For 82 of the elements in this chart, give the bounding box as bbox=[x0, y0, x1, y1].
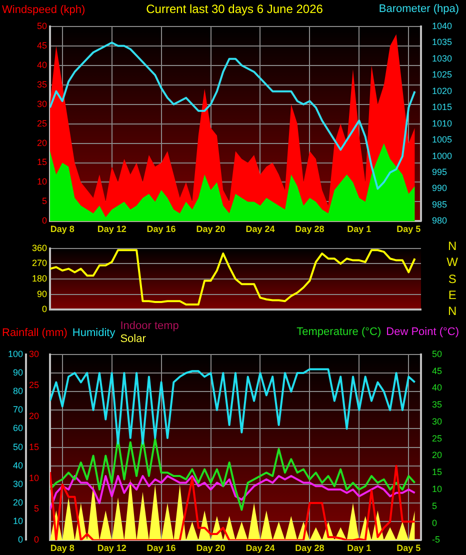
y-tick-label: 0 bbox=[42, 304, 47, 314]
y-tick-label: 70 bbox=[12, 404, 23, 415]
y-tick-label: 90 bbox=[36, 288, 47, 299]
y-tick-label: 40 bbox=[12, 460, 23, 470]
y-tick-label: 90 bbox=[12, 367, 23, 378]
y2-tick-label: -5 bbox=[432, 534, 440, 545]
y-tick-label: 180 bbox=[32, 273, 47, 284]
y2-tick-label: 1035 bbox=[432, 37, 452, 48]
y-tick-label: 100 bbox=[8, 348, 23, 359]
y2-tick-label: 35 bbox=[432, 400, 442, 410]
y-tick-label: 360 bbox=[32, 242, 47, 253]
y-tick-label: 50 bbox=[36, 20, 47, 31]
y2-tick-label: 5 bbox=[432, 500, 438, 511]
legend-label: Indoor temp bbox=[120, 320, 179, 332]
x-tick-label: Day 24 bbox=[246, 543, 275, 554]
text: Dew Point (°C) bbox=[386, 326, 459, 338]
y-tick-label: 270 bbox=[32, 258, 47, 268]
text: S bbox=[447, 272, 458, 286]
text: E bbox=[447, 288, 458, 302]
y2-tick-label: 1005 bbox=[432, 134, 452, 145]
y2-tick-label: 1000 bbox=[432, 150, 452, 161]
y2-tick-label: 1015 bbox=[432, 102, 452, 112]
y2-tick-label: 1020 bbox=[432, 86, 452, 96]
x-tick-label: Day 24 bbox=[246, 224, 275, 234]
x-tick-label: Day 5 bbox=[396, 543, 421, 554]
y-tick-label: 20 bbox=[12, 498, 23, 508]
y-tick-label: 5 bbox=[42, 196, 47, 206]
y-tick-label: 80 bbox=[12, 386, 23, 396]
x-tick-label: Day 1 bbox=[347, 224, 372, 234]
x-tick-label: Day 5 bbox=[396, 224, 421, 234]
y2-tick-label: 980 bbox=[432, 216, 448, 226]
x-tick-label: Day 16 bbox=[146, 224, 176, 234]
y-tick-label: 15 bbox=[36, 157, 47, 168]
x-tick-label: Day 8 bbox=[50, 224, 74, 234]
y-tick-label: 0 bbox=[18, 534, 23, 545]
x-tick-label: Day 20 bbox=[196, 543, 226, 554]
y-tick-label: 10 bbox=[12, 516, 23, 526]
y2-tick-label: 985 bbox=[432, 199, 448, 210]
y2-tick-label: 15 bbox=[432, 467, 442, 478]
x-tick-label: Day 28 bbox=[295, 224, 324, 234]
text: Temperature (°C) bbox=[296, 326, 382, 338]
y-tick-label: 30 bbox=[12, 478, 23, 489]
y-tick-label: 30 bbox=[36, 98, 47, 109]
x-tick-label: Day 28 bbox=[295, 543, 324, 554]
x-tick-label: Day 12 bbox=[97, 543, 126, 554]
y-tick-label: 40 bbox=[36, 60, 47, 70]
x-tick-label: Day 20 bbox=[196, 224, 226, 234]
y2-tick-label: 0 bbox=[432, 518, 438, 528]
text: Humidity bbox=[72, 326, 116, 338]
y2-tick-label: 40 bbox=[432, 382, 442, 393]
y2-tick-label: 1030 bbox=[432, 53, 452, 64]
y-tick-label: 20 bbox=[36, 138, 47, 148]
y2-tick-label: 1040 bbox=[432, 20, 452, 31]
y2-tick-label: 50 bbox=[432, 348, 442, 359]
y2-tick-label: 995 bbox=[432, 166, 448, 177]
text: Windspeed (kph) bbox=[2, 4, 86, 16]
y-tick-label: 50 bbox=[12, 442, 23, 452]
text: Solar bbox=[120, 333, 146, 345]
text: Barometer (hpa) bbox=[378, 3, 459, 15]
y2-tick-label: 1025 bbox=[432, 70, 452, 80]
y-tick-label: 45 bbox=[36, 40, 47, 50]
y2-tick-label: 1010 bbox=[432, 118, 452, 128]
y2-tick-label: 10 bbox=[432, 484, 442, 494]
x-tick-label: Day 8 bbox=[50, 543, 74, 554]
y2-tick-label: 20 bbox=[432, 450, 442, 460]
chart-title: Current last 30 days 6 June 2026 bbox=[146, 2, 323, 16]
y2-tick-label: 45 bbox=[432, 366, 442, 376]
x-tick-label: Day 1 bbox=[347, 543, 372, 554]
text: Rainfall (mm) bbox=[2, 326, 68, 338]
x-tick-label: Day 12 bbox=[97, 224, 126, 234]
text: N bbox=[447, 239, 458, 253]
y-tick-label: 35 bbox=[36, 79, 47, 90]
y-tick-label: 10 bbox=[36, 176, 47, 187]
y-tick-label: 25 bbox=[36, 118, 47, 128]
text: N bbox=[447, 304, 458, 318]
x-tick-label: Day 16 bbox=[146, 543, 176, 554]
y2-tick-label: 990 bbox=[432, 183, 448, 194]
y2-tick-label: 25 bbox=[432, 433, 442, 444]
text: W bbox=[446, 255, 458, 270]
y-tick-label: 0 bbox=[42, 216, 47, 226]
y2-tick-label: 30 bbox=[432, 416, 442, 426]
y-tick-label: 60 bbox=[12, 423, 23, 434]
